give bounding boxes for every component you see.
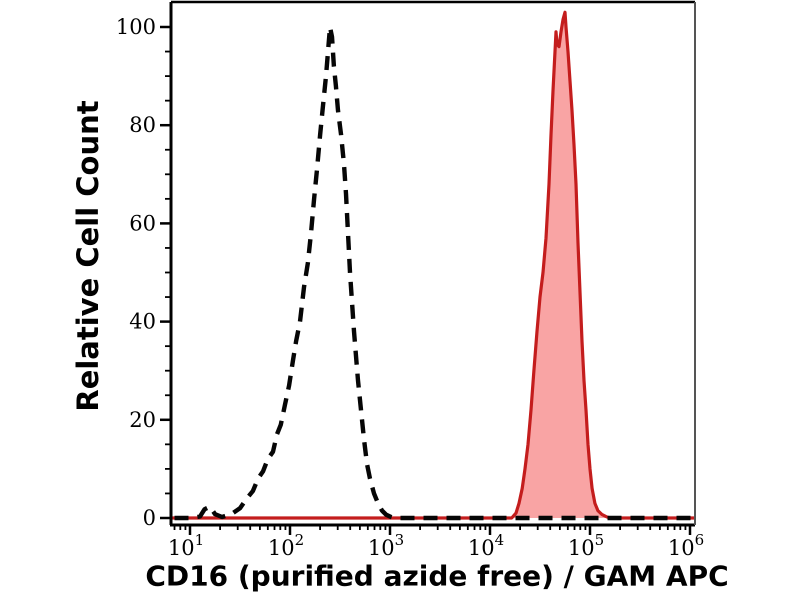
- x-axis-title: CD16 (purified azide free) / GAM APC: [145, 559, 729, 593]
- x-tick-label: 104: [468, 531, 504, 560]
- x-tick-label: 105: [568, 531, 604, 560]
- x-tick-label: 106: [668, 531, 704, 560]
- black-dashed-histogram-curve: [174, 24, 695, 521]
- y-tick-label: 60: [129, 211, 156, 235]
- x-tick-label: 101: [168, 531, 204, 560]
- y-tick-label: 40: [129, 310, 156, 334]
- y-tick-label: 100: [116, 15, 156, 39]
- x-tick-label: 103: [368, 531, 404, 560]
- x-tick-label: 102: [268, 531, 304, 560]
- y-axis-title: Relative Cell Count: [71, 100, 105, 412]
- y-tick-label: 20: [129, 408, 156, 432]
- y-tick-label: 80: [129, 113, 156, 137]
- y-tick-label: 0: [143, 506, 156, 530]
- red-filled-histogram-curve: [171, 10, 695, 520]
